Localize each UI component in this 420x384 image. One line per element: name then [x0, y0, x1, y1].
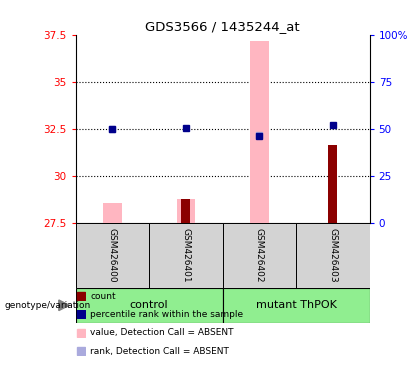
Text: GSM426400: GSM426400	[108, 228, 117, 283]
Bar	[149, 223, 223, 288]
Bar	[76, 329, 85, 336]
Bar	[328, 145, 337, 223]
Text: mutant ThPOK: mutant ThPOK	[256, 300, 336, 310]
Text: GSM426403: GSM426403	[328, 228, 337, 283]
Text: count: count	[90, 291, 116, 301]
Title: GDS3566 / 1435244_at: GDS3566 / 1435244_at	[145, 20, 300, 33]
Text: percentile rank within the sample: percentile rank within the sample	[90, 310, 244, 319]
Bar	[103, 203, 121, 223]
Bar	[76, 223, 149, 288]
Text: control: control	[130, 300, 168, 310]
Bar	[296, 223, 370, 288]
Bar	[181, 199, 190, 223]
Bar	[250, 41, 268, 223]
Text: GSM426402: GSM426402	[255, 228, 264, 283]
Bar	[223, 223, 296, 288]
Bar	[177, 199, 195, 223]
Bar	[76, 292, 85, 300]
Bar	[76, 310, 85, 318]
Bar	[76, 347, 85, 355]
Text: GSM426401: GSM426401	[181, 228, 190, 283]
Bar	[223, 288, 370, 323]
Text: rank, Detection Call = ABSENT: rank, Detection Call = ABSENT	[90, 347, 229, 356]
Bar	[76, 288, 223, 323]
Text: value, Detection Call = ABSENT: value, Detection Call = ABSENT	[90, 328, 234, 338]
Text: genotype/variation: genotype/variation	[4, 301, 90, 310]
